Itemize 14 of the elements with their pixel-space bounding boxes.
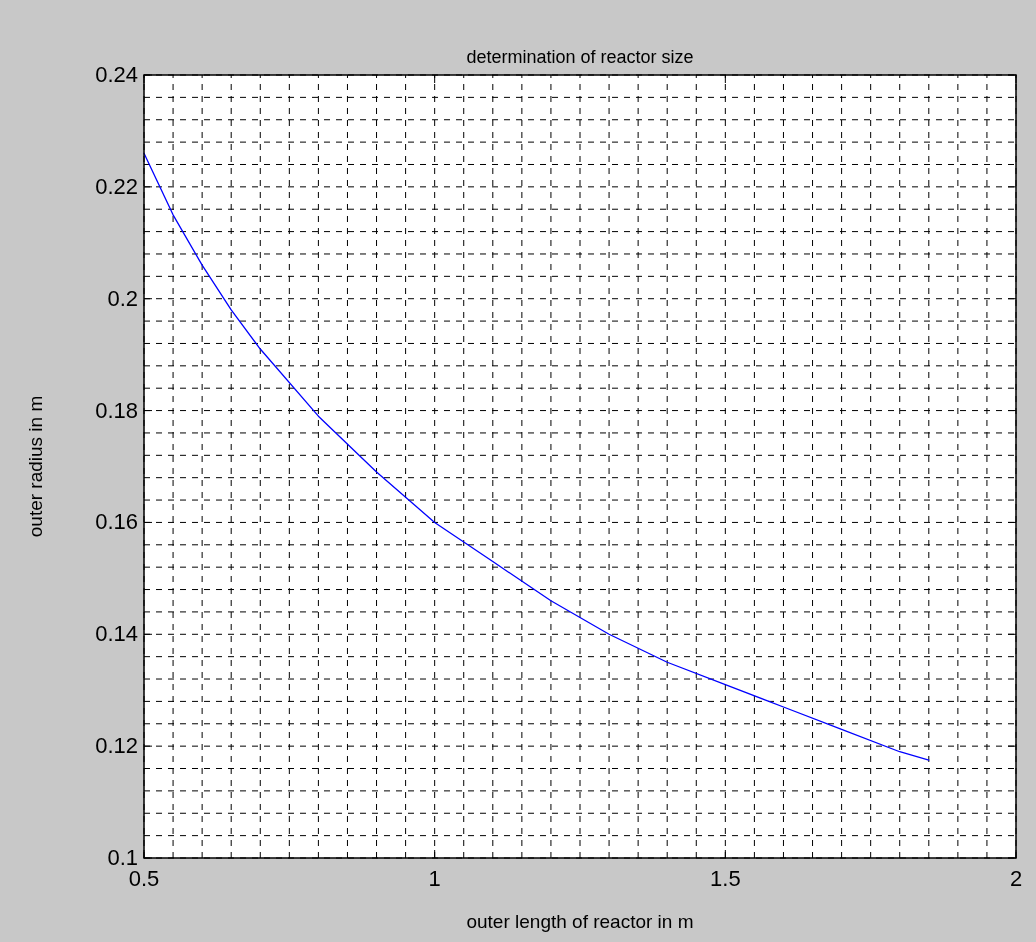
line-series (143, 152, 930, 761)
x-tick-label: 1.5 (710, 866, 741, 891)
y-tick-label: 0.24 (95, 62, 138, 87)
y-tick-label: 0.16 (95, 509, 138, 535)
y-axis-title: outer radius in m (25, 395, 46, 538)
y-tick-label: 0.14 (95, 621, 138, 647)
x-tick-label: 2 (1009, 866, 1023, 891)
x-tick-label: 1 (428, 866, 441, 891)
x-axis-title: outer length of reactor in m (466, 911, 694, 932)
y-tick-label: 0.22 (95, 173, 138, 199)
y-tick-label: 0.18 (95, 397, 138, 423)
y-tick-label: 0.2 (107, 285, 138, 311)
y-tick-label: 0.12 (95, 733, 138, 759)
chart-title: determination of reactor size (466, 47, 694, 67)
